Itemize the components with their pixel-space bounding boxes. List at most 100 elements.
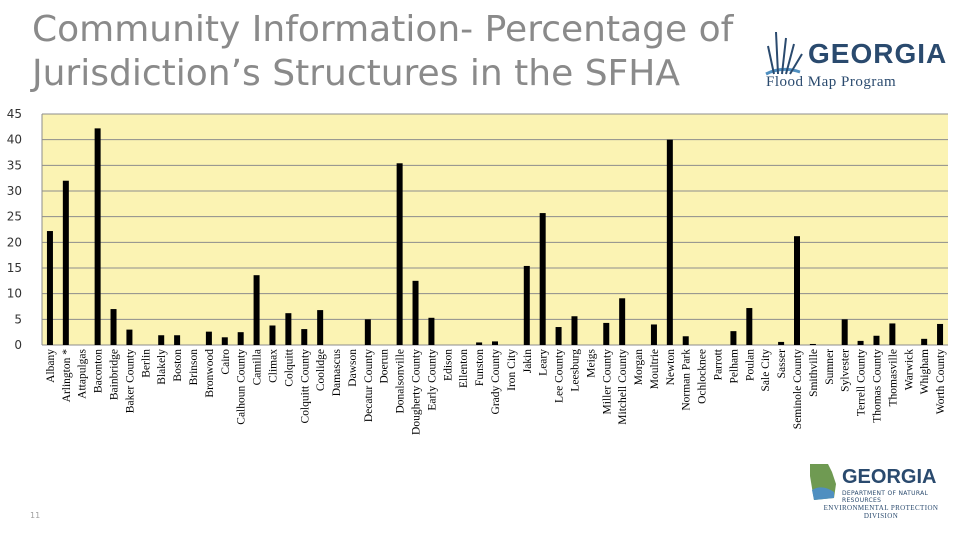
- x-tick-label: Attapulgas: [77, 348, 89, 398]
- x-tick-label: Mitchell County: [617, 349, 629, 425]
- x-tick-label: Ochlocknee: [697, 349, 709, 404]
- plot-area: [42, 114, 948, 345]
- x-tick-label: Smithville: [808, 349, 820, 397]
- x-tick-label: Brinson: [188, 349, 200, 386]
- x-tick-label: Leary: [538, 349, 550, 376]
- x-tick-label: Coolidge: [315, 349, 327, 391]
- bar: [221, 337, 228, 345]
- bar: [94, 128, 101, 345]
- y-tick-label: 20: [7, 235, 22, 249]
- bar: [110, 309, 117, 345]
- x-tick-label: Climax: [267, 349, 279, 383]
- x-tick-label: Camilla: [252, 349, 264, 385]
- y-tick-label: 15: [7, 261, 22, 275]
- logo-bottom-department: DEPARTMENT OF NATURAL RESOURCES: [842, 490, 929, 504]
- bar: [809, 343, 816, 345]
- bar: [539, 213, 546, 345]
- bar: [317, 310, 324, 345]
- y-tick-label: 45: [7, 107, 22, 121]
- page-number: 11: [30, 511, 41, 520]
- bar: [364, 319, 371, 345]
- x-tick-label: Blakely: [156, 349, 168, 385]
- bar: [603, 322, 610, 345]
- bar: [682, 336, 689, 345]
- x-tick-label: Miller County: [601, 349, 613, 415]
- bar: [571, 316, 578, 345]
- x-tick-label: Terrell County: [856, 349, 868, 416]
- x-tick-label: Newton: [665, 349, 677, 386]
- x-tick-label: Bronwood: [204, 349, 216, 398]
- x-tick-label: Doerun: [379, 349, 391, 384]
- x-tick-label: Seminole County: [792, 349, 804, 429]
- x-tick-label: Berlin: [140, 349, 152, 378]
- bar: [158, 335, 165, 345]
- x-tick-label: Dougherty County: [411, 349, 423, 435]
- georgia-flood-map-program-logo: GEORGIA Flood Map Program: [760, 28, 950, 98]
- x-tick-label: Iron City: [506, 349, 518, 391]
- logo-bottom-division: ENVIRONMENTAL PROTECTION DIVISION: [823, 504, 939, 520]
- y-tick-label: 40: [7, 133, 22, 147]
- x-tick-label: Early County: [426, 349, 438, 411]
- x-tick-label: Lee County: [554, 349, 566, 403]
- x-tick-label: Ellenton: [458, 349, 470, 388]
- x-tick-label: Damascus: [331, 348, 343, 396]
- bar: [412, 280, 419, 345]
- bar: [46, 231, 53, 345]
- logo-bottom-brand: GEORGIA: [842, 466, 937, 488]
- y-tick-label: 10: [7, 287, 22, 301]
- x-tick-label: Cairo: [220, 349, 232, 375]
- bar: [841, 319, 848, 345]
- x-tick-label: Edison: [442, 349, 454, 381]
- y-tick-label: 35: [7, 158, 22, 172]
- x-tick-label: Donalsonville: [395, 349, 407, 414]
- bar: [205, 331, 212, 345]
- x-tick-label: Baconton: [93, 349, 105, 393]
- x-tick-label: Boston: [172, 349, 184, 382]
- logo-brand-text: GEORGIA: [808, 38, 948, 69]
- y-tick-label: 0: [14, 338, 22, 352]
- logo-subtitle: Flood Map Program: [766, 74, 897, 90]
- x-tick-label: Arlington *: [61, 349, 73, 403]
- x-tick-label: Morgan: [633, 349, 645, 385]
- bar: [269, 325, 276, 345]
- x-tick-label: Sasser: [776, 349, 788, 379]
- y-tick-label: 5: [14, 312, 22, 326]
- x-tick-label: Thomas County: [871, 349, 883, 423]
- bar: [746, 308, 753, 345]
- x-tick-label: Colquitt: [283, 348, 295, 387]
- marsh-grass-icon: [765, 31, 803, 76]
- bar: [285, 313, 292, 345]
- x-tick-label: Moultrie: [649, 349, 661, 389]
- bar: [889, 323, 896, 345]
- x-tick-label: Colquitt County: [299, 349, 311, 424]
- bar: [666, 139, 673, 345]
- x-tick-label: Pelham: [728, 349, 740, 384]
- x-tick-label: Baker County: [124, 349, 136, 413]
- x-tick-label: Parrott: [713, 348, 725, 380]
- x-tick-label: Sylvester: [840, 349, 852, 392]
- x-tick-label: Norman Park: [681, 349, 693, 411]
- page-title: Community Information- Percentage of Jur…: [32, 9, 734, 94]
- bar: [794, 236, 800, 345]
- bar: [650, 324, 657, 345]
- bar: [237, 332, 244, 345]
- bar: [857, 340, 864, 345]
- bar: [396, 163, 403, 345]
- x-tick-label: Albany: [45, 349, 57, 383]
- bar: [873, 335, 880, 345]
- georgia-state-map-icon: [810, 464, 836, 500]
- x-tick-label: Sumner: [824, 349, 836, 385]
- bar: [174, 335, 181, 345]
- y-tick-label: 30: [7, 184, 22, 198]
- bar: [937, 323, 944, 345]
- bar: [492, 341, 498, 345]
- x-tick-label: Funston: [474, 349, 486, 386]
- bar: [301, 329, 308, 345]
- bar: [476, 342, 483, 345]
- x-tick-label: Leesburg: [569, 349, 581, 392]
- bar: [523, 265, 530, 345]
- x-tick-label: Grady County: [490, 349, 502, 415]
- bar: [428, 317, 435, 345]
- x-tick-label: Worth County: [935, 349, 947, 414]
